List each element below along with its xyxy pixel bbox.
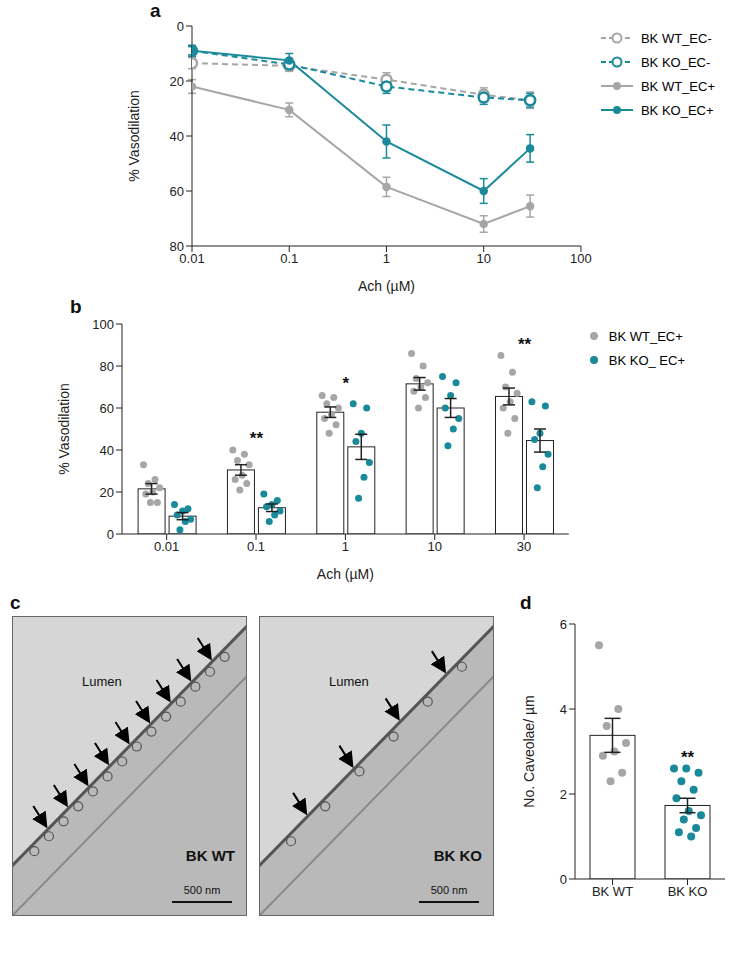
svg-text:60: 60: [100, 401, 114, 416]
html-text:BK WT_EC+: BK WT_EC+: [641, 78, 715, 94]
svg-text:2: 2: [560, 787, 567, 802]
html-text:d: d: [520, 592, 532, 613]
html-text:BK KO_EC+: BK KO_EC+: [641, 102, 714, 118]
svg-text:20: 20: [100, 485, 114, 500]
svg-text:% Vasodilation: % Vasodilation: [56, 383, 72, 475]
html-text:BK WT_EC-: BK WT_EC-: [641, 30, 712, 46]
html-text:a: a: [150, 0, 161, 21]
svg-text:10: 10: [428, 539, 442, 554]
html-text:BK WT_EC+: BK WT_EC+: [608, 328, 683, 344]
html-text:BK KO_ EC+: BK KO_ EC+: [608, 352, 685, 368]
html-text:c: c: [10, 592, 21, 613]
svg-text:0.1: 0.1: [247, 539, 265, 554]
svg-text:BK KO: BK KO: [434, 847, 483, 864]
svg-text:Ach (µM): Ach (µM): [317, 566, 374, 582]
svg-text:6: 6: [560, 617, 567, 632]
svg-text:40: 40: [170, 129, 184, 144]
svg-text:40: 40: [100, 443, 114, 458]
svg-text:BK WT: BK WT: [186, 847, 235, 864]
svg-text:1: 1: [342, 539, 349, 554]
svg-text:**: **: [681, 748, 695, 767]
svg-text:BK WT: BK WT: [592, 884, 633, 899]
svg-text:10: 10: [476, 251, 490, 266]
svg-text:80: 80: [170, 239, 184, 254]
svg-text:**: **: [250, 429, 264, 448]
svg-text:0: 0: [560, 872, 567, 887]
svg-text:500 nm: 500 nm: [184, 884, 221, 896]
html-text:b: b: [70, 296, 82, 317]
svg-text:0.01: 0.01: [154, 539, 179, 554]
svg-text:BK KO: BK KO: [668, 884, 708, 899]
svg-text:100: 100: [92, 317, 114, 332]
svg-text:*: *: [342, 374, 349, 393]
svg-text:Lumen: Lumen: [82, 674, 122, 689]
svg-text:0: 0: [177, 19, 184, 34]
svg-text:100: 100: [570, 251, 592, 266]
svg-text:0.01: 0.01: [179, 251, 205, 267]
svg-text:4: 4: [560, 702, 567, 717]
svg-text:500 nm: 500 nm: [431, 884, 468, 896]
svg-text:1: 1: [383, 251, 390, 266]
svg-text:30: 30: [517, 539, 531, 554]
svg-text:Ach (µM): Ach (µM): [358, 278, 415, 294]
svg-text:0.1: 0.1: [280, 251, 298, 266]
svg-text:No. Caveolae/ µm: No. Caveolae/ µm: [521, 695, 537, 807]
svg-text:80: 80: [100, 359, 114, 374]
svg-text:0: 0: [107, 527, 114, 542]
svg-text:**: **: [518, 335, 532, 354]
svg-text:60: 60: [170, 184, 184, 199]
svg-text:Lumen: Lumen: [329, 674, 369, 689]
html-text:BK KO_EC-: BK KO_EC-: [641, 54, 711, 70]
svg-text:% Vasodilation: % Vasodilation: [126, 90, 142, 182]
svg-text:20: 20: [170, 74, 184, 89]
